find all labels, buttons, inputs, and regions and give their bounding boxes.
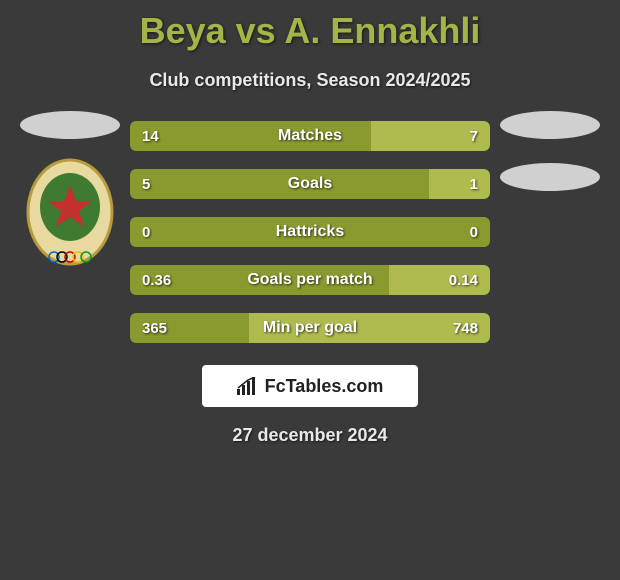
stat-label: Goals per match xyxy=(130,265,490,295)
page-subtitle: Club competitions, Season 2024/2025 xyxy=(0,70,620,91)
left-player-col xyxy=(10,111,130,287)
stat-row: 00Hattricks xyxy=(130,217,490,247)
brand-badge: FcTables.com xyxy=(202,365,418,407)
page-title: Beya vs A. Ennakhli xyxy=(0,0,620,52)
stat-row: 51Goals xyxy=(130,169,490,199)
team-badge-left xyxy=(20,157,120,287)
snapshot-date: 27 december 2024 xyxy=(0,425,620,446)
stat-bars: 147Matches 51Goals 00Hattricks 0.360.14Goal… xyxy=(130,121,490,343)
stat-label: Hattricks xyxy=(130,217,490,247)
stat-row: 0.360.14Goals per match xyxy=(130,265,490,295)
stat-label: Min per goal xyxy=(130,313,490,343)
player-name-oval-right-2 xyxy=(500,163,600,191)
stat-label: Matches xyxy=(130,121,490,151)
brand-text: FcTables.com xyxy=(265,376,384,397)
stat-label: Goals xyxy=(130,169,490,199)
stat-row: 365748Min per goal xyxy=(130,313,490,343)
comparison-area: 147Matches 51Goals 00Hattricks 0.360.14Goal… xyxy=(0,121,620,343)
chart-icon xyxy=(237,377,259,395)
player-name-oval-right-1 xyxy=(500,111,600,139)
stat-row: 147Matches xyxy=(130,121,490,151)
right-player-col xyxy=(490,111,610,191)
player-name-oval-left xyxy=(20,111,120,139)
